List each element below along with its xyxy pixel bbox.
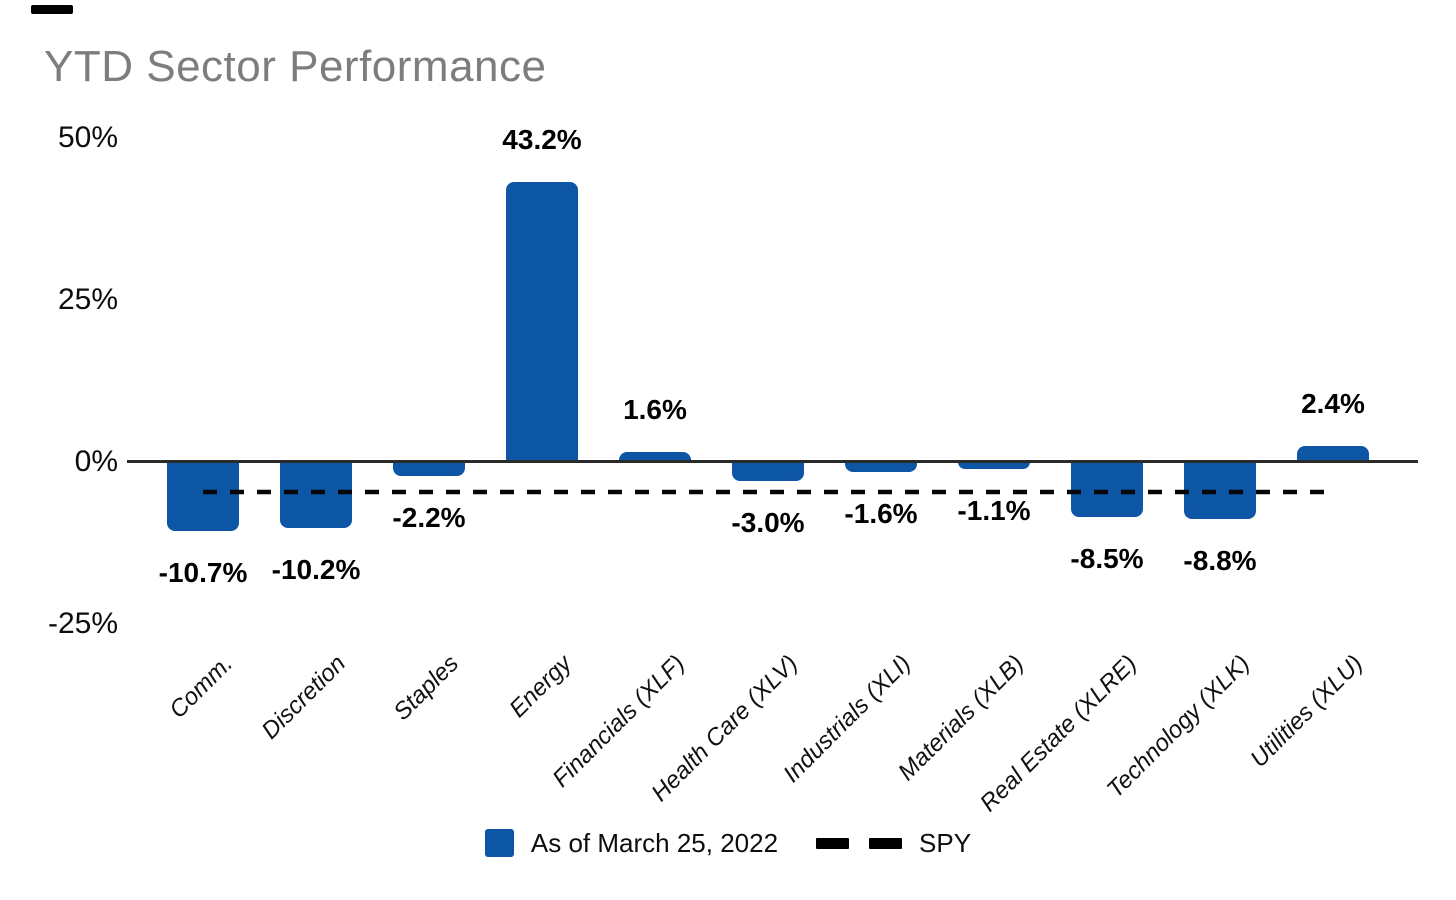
bar-financials-xlf [619, 451, 691, 462]
bar-real-estate-xlre [1071, 462, 1143, 518]
bar-industrials-xli [845, 462, 917, 473]
legend-dash-icon [816, 837, 850, 849]
bar-technology-xlk [1184, 462, 1256, 520]
bar-energy [506, 181, 578, 462]
bar-value-label: -10.2% [271, 554, 361, 586]
legend-dash-icon [869, 837, 903, 849]
cropped-dash-mark [31, 5, 73, 14]
y-tick-label: 50% [57, 120, 118, 154]
bar-value-label: -1.6% [844, 498, 918, 530]
bar-value-label: -8.5% [1070, 543, 1144, 575]
y-tick-label: -25% [47, 607, 118, 641]
bar-value-label: -2.2% [392, 502, 466, 534]
bar-discretion [280, 462, 352, 529]
bar-value-label: 1.6% [623, 393, 687, 425]
legend-bar-swatch [484, 829, 514, 857]
chart-title: YTD Sector Performance [44, 42, 547, 91]
bar-utilities-xlu [1297, 446, 1369, 462]
y-tick-label: 0% [74, 445, 118, 478]
x-axis-zero-line [127, 460, 1418, 463]
bar-staples [393, 462, 465, 477]
legend-label-spy: SPY [919, 827, 972, 858]
bar-value-label: 43.2% [502, 123, 582, 155]
legend-label-asof: As of March 25, 2022 [530, 827, 779, 858]
bar-materials-xlb [958, 462, 1030, 470]
chart-legend: As of March 25, 2022 SPY [0, 820, 1456, 866]
bar-value-label: -10.7% [158, 557, 248, 589]
bar-value-label: -3.0% [731, 507, 805, 539]
bar-health-care-xlv [732, 462, 804, 482]
bar-value-label: 2.4% [1301, 388, 1365, 420]
bar-value-label: -8.8% [1183, 545, 1257, 577]
spy-dashed-line [203, 489, 1336, 495]
y-tick-label: 25% [57, 282, 118, 316]
bar-value-label: -1.1% [957, 495, 1031, 527]
bar-comm [167, 462, 239, 532]
